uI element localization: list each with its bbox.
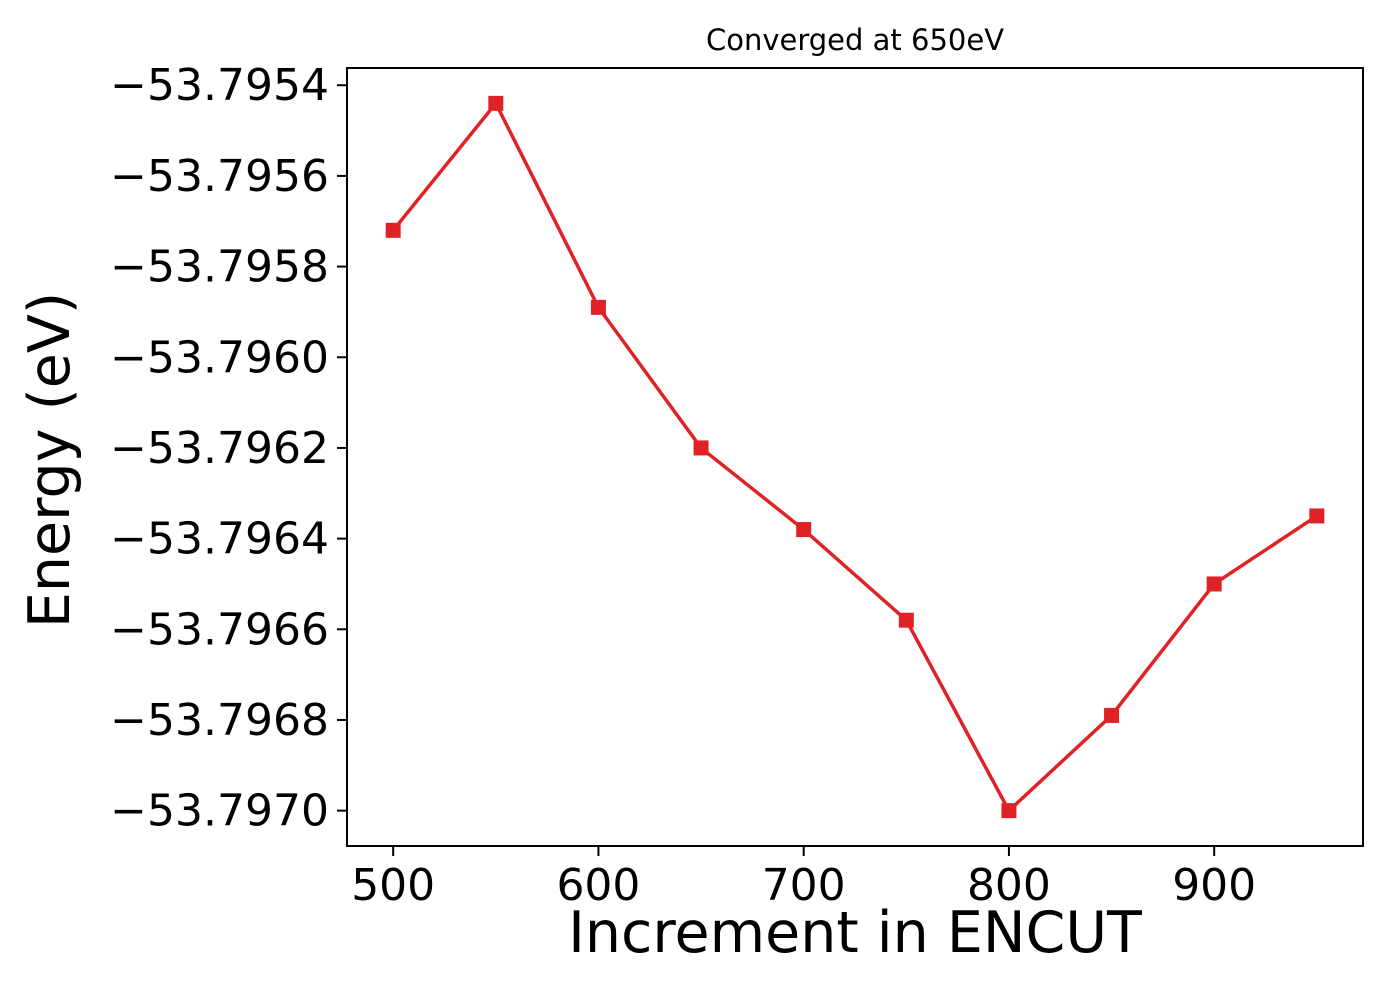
data-line [391,100,1318,814]
data-point-marker [1206,576,1222,592]
data-point-marker [385,222,401,238]
chart-title: Converged at 650eV [705,23,1005,57]
y-tick-label: −53.7968 [110,695,329,746]
y-tick-label: −53.7958 [110,242,329,293]
y-tick-label: −53.7970 [110,786,329,837]
data-point-marker [796,522,812,538]
x-tick-label: 800 [967,860,1051,911]
data-point-marker [1104,707,1120,723]
x-tick-label: 700 [762,860,846,911]
y-tick-label: −53.7962 [110,423,329,474]
y-tick-label: −53.7964 [110,514,329,565]
data-point-marker [693,440,709,456]
y-tick-label: −53.7956 [110,151,329,202]
y-tick-label: −53.7960 [110,332,329,383]
plot-border [346,67,1364,847]
x-tick-label: 500 [351,860,435,911]
data-point-marker [1001,803,1017,819]
data-point-marker [898,612,914,628]
data-point-marker [590,299,606,315]
x-tick-label: 900 [1172,860,1256,911]
y-tick-label: −53.7954 [110,60,329,111]
data-point-marker [1309,508,1325,524]
y-tick-label: −53.7966 [110,604,329,655]
x-tick-label: 600 [556,860,640,911]
x-axis-label: Increment in ENCUT [568,900,1142,966]
data-point-marker [488,95,504,111]
